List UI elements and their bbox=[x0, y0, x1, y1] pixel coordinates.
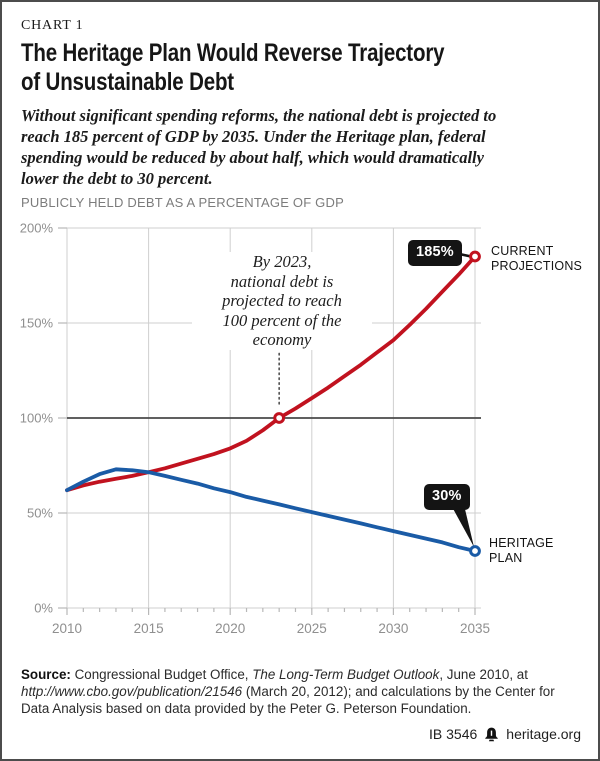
subtitle-line: spending would be reduced by about half,… bbox=[21, 148, 484, 167]
x-tick-label: 2015 bbox=[134, 621, 164, 636]
source-url: http://www.cbo.gov/publication/21546 bbox=[21, 684, 243, 700]
series-line-heritage-plan bbox=[65, 467, 477, 553]
label-line: HERITAGE bbox=[489, 536, 554, 550]
subtitle-line: reach 185 percent of GDP by 2035. Under … bbox=[21, 127, 486, 146]
heritage-plan-value-badge: 30% bbox=[424, 484, 470, 510]
document-id: IB 3546 bbox=[429, 726, 478, 742]
y-tick-label: 200% bbox=[20, 221, 54, 236]
annotation-line: 100 percent of the bbox=[222, 310, 342, 330]
data-point-marker bbox=[469, 545, 481, 557]
subtitle-line: lower the debt to 30 percent. bbox=[21, 169, 213, 188]
chart-subtitle: Without significant spending reforms, th… bbox=[21, 105, 496, 189]
chart-annotation: By 2023, national debt is projected to r… bbox=[192, 252, 372, 350]
source-label: Source: bbox=[21, 667, 71, 683]
subtitle-line: Without significant spending reforms, th… bbox=[21, 106, 497, 125]
y-tick-label: 100% bbox=[20, 411, 54, 426]
data-point-marker bbox=[273, 412, 286, 424]
badge-30-tail bbox=[451, 505, 474, 547]
annotation-line: projected to reach bbox=[222, 291, 342, 310]
x-tick-label: 2010 bbox=[52, 621, 82, 636]
x-tick-label: 2025 bbox=[297, 621, 327, 636]
label-line: PLAN bbox=[489, 550, 523, 565]
footer: IB 3546 heritage.org bbox=[429, 726, 581, 742]
heritage-plan-label: HERITAGE PLAN bbox=[489, 536, 554, 566]
source-text: (March 20, 2012); and calculations by th… bbox=[21, 684, 555, 717]
x-tick-label: 2030 bbox=[378, 621, 408, 636]
y-tick-label: 50% bbox=[27, 506, 53, 521]
chart-kicker: CHART 1 bbox=[21, 18, 84, 33]
source-text: Congressional Budget Office, bbox=[70, 667, 253, 683]
source-text: , June 2010, at bbox=[439, 667, 528, 683]
title-line-2: of Unsustainable Debt bbox=[21, 68, 234, 96]
y-tick-label: 0% bbox=[34, 601, 53, 616]
title-line-1: The Heritage Plan Would Reverse Trajecto… bbox=[21, 39, 445, 67]
current-projections-label: CURRENT PROJECTIONS bbox=[491, 244, 582, 274]
label-line: CURRENT bbox=[491, 244, 554, 258]
label-line: PROJECTIONS bbox=[491, 258, 583, 273]
annotation-line: national debt is bbox=[230, 271, 334, 291]
source-note: Source: Congressional Budget Office, The… bbox=[21, 666, 573, 717]
x-tick-label: 2035 bbox=[460, 621, 490, 636]
data-point-marker bbox=[469, 250, 481, 263]
annotation-line: By 2023, bbox=[252, 252, 312, 271]
y-axis-title: PUBLICLY HELD DEBT AS A PERCENTAGE OF GD… bbox=[21, 195, 344, 210]
page-title: The Heritage Plan Would Reverse Trajecto… bbox=[21, 39, 445, 97]
liberty-bell-icon bbox=[485, 727, 498, 741]
source-publication: The Long-Term Budget Outlook bbox=[252, 667, 440, 683]
site-name: heritage.org bbox=[506, 726, 581, 742]
annotation-line: economy bbox=[252, 330, 312, 349]
x-tick-label: 2020 bbox=[215, 621, 245, 636]
y-tick-label: 150% bbox=[20, 316, 54, 331]
current-projections-value-badge: 185% bbox=[408, 240, 462, 266]
